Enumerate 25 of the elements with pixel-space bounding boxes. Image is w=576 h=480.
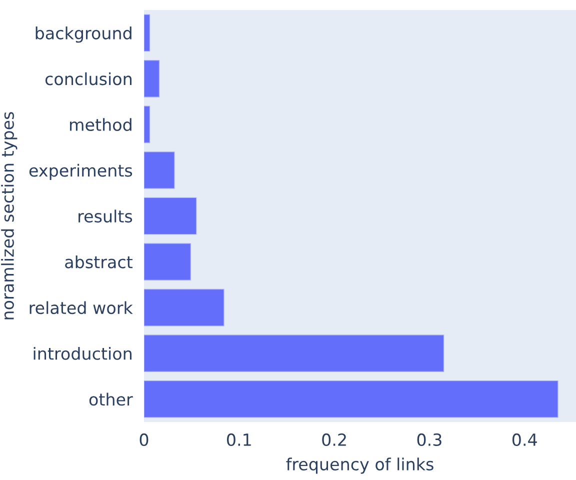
y-tick-label: conclusion: [45, 72, 132, 86]
x-tick-label: 0.2: [322, 433, 346, 446]
y-tick-label: abstract: [65, 255, 132, 268]
y-tick-label: other: [89, 392, 133, 406]
y-tick-label: background: [36, 26, 132, 43]
y-tick-label: results: [78, 210, 132, 223]
x-tick-label: 0.3: [417, 433, 442, 446]
bar: [144, 197, 197, 235]
x-tick-label: 0.1: [227, 433, 251, 446]
bar: [144, 106, 150, 144]
y-tick-label: introduction: [34, 347, 132, 360]
bar: [144, 152, 175, 189]
bar: [144, 334, 444, 372]
x-axis-title: frequency of links: [286, 458, 434, 474]
bar: [144, 60, 160, 98]
y-axis-title: noramlized section types: [1, 112, 18, 320]
x-tick-label: 0: [140, 433, 148, 446]
y-tick-label: related work: [30, 301, 133, 314]
x-tick-label: 0.4: [512, 433, 537, 446]
bar: [144, 380, 558, 418]
y-tick-label: method: [70, 118, 132, 132]
bar: [144, 288, 224, 326]
bar: [144, 14, 150, 52]
bar: [144, 243, 191, 280]
y-tick-label: experiments: [29, 164, 132, 180]
